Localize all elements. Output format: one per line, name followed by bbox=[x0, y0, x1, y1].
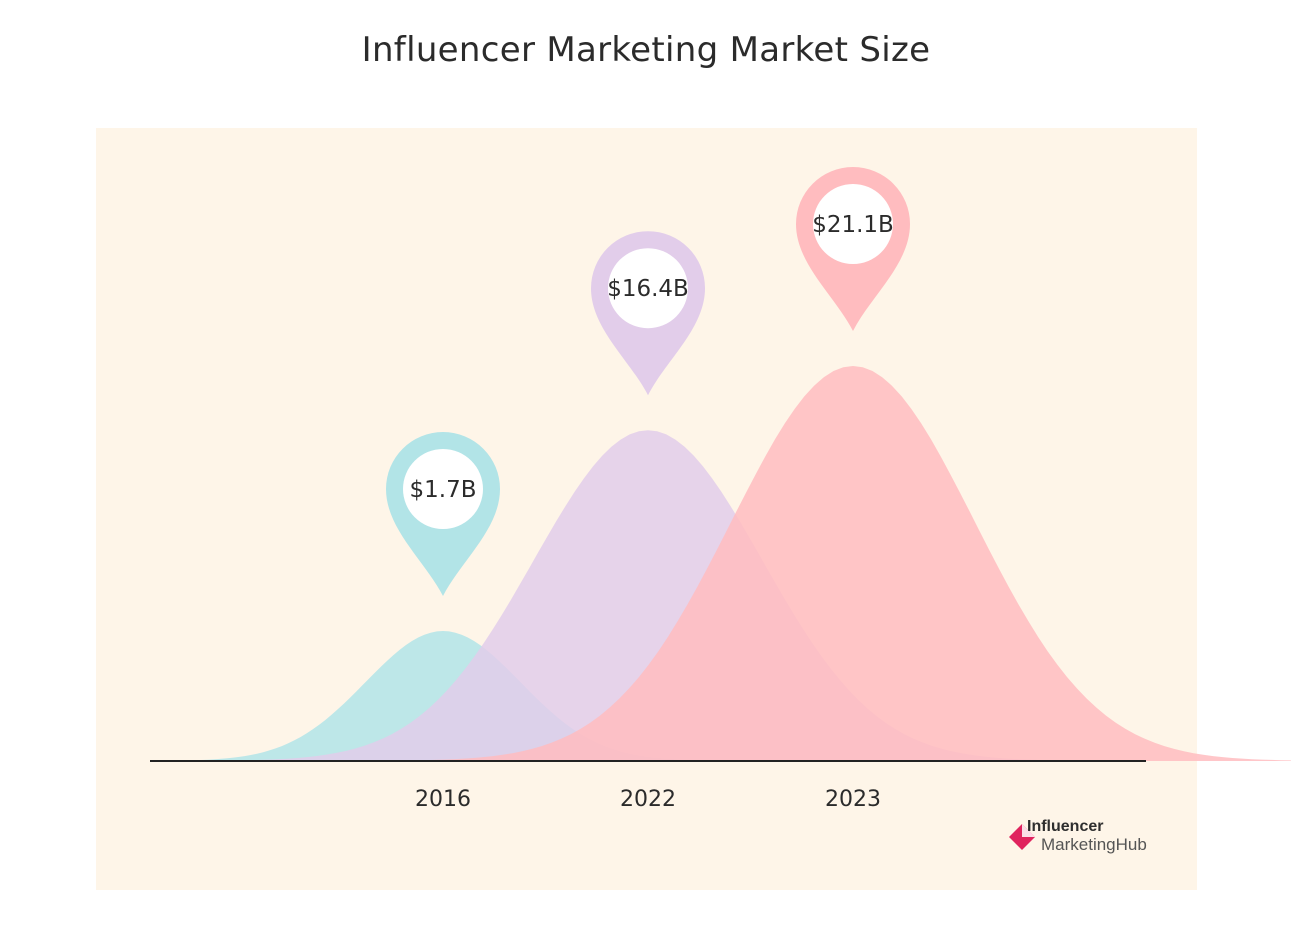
influencer-marketing-hub-logo: Influencer MarketingHub bbox=[1007, 818, 1167, 858]
bell-curve-2023 bbox=[415, 366, 1291, 761]
pin-inner-circle-2023 bbox=[813, 184, 893, 264]
bell-curves bbox=[164, 366, 1291, 761]
value-pin-2016: $1.7B bbox=[386, 432, 500, 596]
pin-inner-circle-2016 bbox=[403, 449, 483, 529]
pin-inner-circle-2022 bbox=[608, 248, 688, 329]
x-axis-ticks: 2016 2022 2023 bbox=[415, 787, 881, 812]
value-pins: $1.7B $16.4B $21.1B bbox=[386, 167, 910, 596]
logo-text-line2: MarketingHub bbox=[1041, 835, 1147, 854]
value-pin-2023: $21.1B bbox=[796, 167, 910, 331]
data-label-2023: $21.1B bbox=[812, 212, 894, 238]
logo-text-line1: Influencer bbox=[1027, 818, 1104, 835]
data-label-2016: $1.7B bbox=[410, 477, 477, 503]
x-tick-label-2023: 2023 bbox=[825, 787, 881, 812]
chart-title: Influencer Marketing Market Size bbox=[361, 30, 931, 70]
data-label-2022: $16.4B bbox=[607, 276, 689, 302]
x-tick-label-2016: 2016 bbox=[415, 787, 471, 812]
value-pin-2022: $16.4B bbox=[591, 231, 705, 396]
bell-curve-2022 bbox=[236, 430, 1060, 761]
logo-diamond-icon bbox=[1009, 824, 1035, 850]
x-tick-label-2022: 2022 bbox=[620, 787, 676, 812]
